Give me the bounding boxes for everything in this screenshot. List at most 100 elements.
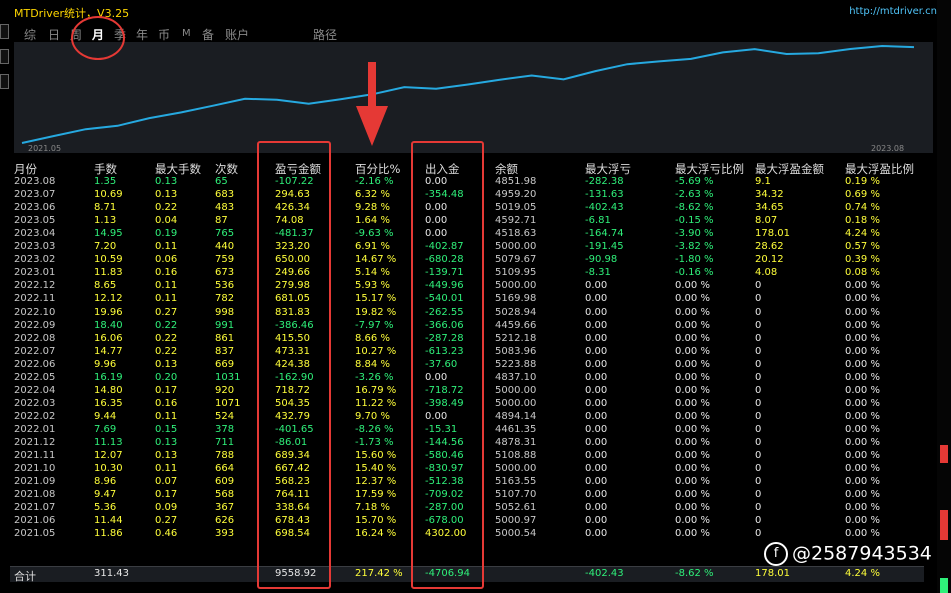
cell-lots: 11.86 — [94, 528, 123, 540]
cell-lots: 9.96 — [94, 358, 117, 370]
header-percent[interactable]: 百分比% — [355, 162, 401, 176]
cell-max-float-loss: 0.00 — [585, 502, 608, 514]
total-row — [10, 566, 924, 582]
tab-currency[interactable]: 币 — [158, 28, 171, 42]
tab-summary[interactable]: 综 — [24, 28, 37, 42]
cell-month: 2021.09 — [14, 476, 56, 488]
price-scale-strip[interactable] — [937, 0, 951, 593]
website-link[interactable]: http://mtdriver.cn — [849, 6, 937, 17]
cell-max-float-loss: 0.00 — [585, 345, 608, 357]
cell-count: 759 — [215, 254, 235, 266]
cell-max-float-profit-pct: 0.08 % — [845, 267, 880, 279]
cell-balance: 5223.88 — [495, 358, 537, 370]
cell-max-lots: 0.17 — [155, 489, 178, 501]
cell-max-float-loss-pct: 0.00 % — [675, 397, 710, 409]
cell-max-lots: 0.13 — [155, 437, 178, 448]
cell-count: 536 — [215, 280, 235, 292]
tab-account[interactable]: 账户 — [225, 28, 250, 42]
cell-max-float-loss: -90.98 — [585, 254, 618, 266]
cell-balance: 4837.10 — [495, 371, 537, 383]
cell-max-float-profit: 0 — [755, 410, 762, 422]
header-max-float-loss-pct[interactable]: 最大浮亏比例 — [675, 162, 744, 176]
header-balance[interactable]: 余额 — [495, 162, 518, 176]
cell-inout: -287.00 — [425, 502, 464, 514]
tab-year[interactable]: 年 — [136, 28, 149, 42]
cell-profit: 504.35 — [275, 397, 310, 409]
tab-magic[interactable]: M — [182, 28, 191, 39]
cell-max-lots: 0.11 — [155, 410, 178, 422]
cell-max-float-loss: -282.38 — [585, 176, 624, 187]
cell-inout: -678.00 — [425, 515, 464, 527]
cell-max-float-loss-pct: -0.15 % — [675, 215, 714, 227]
header-count[interactable]: 次数 — [215, 162, 238, 176]
cell-max-float-loss-pct: 0.00 % — [675, 319, 710, 331]
cell-max-float-profit: 0 — [755, 450, 762, 462]
cell-profit: 432.79 — [275, 410, 310, 422]
cell-profit: 568.23 — [275, 476, 310, 488]
cell-balance: 5028.94 — [495, 306, 537, 318]
cell-inout: -402.87 — [425, 241, 464, 253]
cell-inout: 0.00 — [425, 228, 448, 240]
cell-percent: 17.59 % — [355, 489, 397, 501]
cell-max-float-profit: 0 — [755, 437, 762, 448]
tab-quarter[interactable]: 季 — [114, 28, 127, 42]
cell-inout: -15.31 — [425, 423, 458, 435]
cell-inout: -139.71 — [425, 267, 464, 279]
watermark: f @2587943534 — [764, 542, 932, 566]
cell-max-float-profit: 0 — [755, 358, 762, 370]
cell-lots: 12.07 — [94, 450, 123, 462]
cell-percent: 15.60 % — [355, 450, 397, 462]
equity-line — [21, 44, 915, 144]
cell-count: 861 — [215, 332, 235, 344]
cell-count: 367 — [215, 502, 235, 514]
cell-max-float-profit: 0 — [755, 306, 762, 318]
tab-note[interactable]: 备 — [202, 28, 215, 42]
cell-profit: 424.38 — [275, 358, 310, 370]
cell-count: 568 — [215, 489, 235, 501]
header-max-float-loss[interactable]: 最大浮亏 — [585, 162, 631, 176]
cell-max-float-loss-pct: 0.00 % — [675, 280, 710, 292]
header-max-lots[interactable]: 最大手数 — [155, 162, 201, 176]
cell-balance: 4851.98 — [495, 176, 537, 187]
equity-chart-svg — [21, 44, 915, 144]
cell-month: 2022.01 — [14, 423, 56, 435]
cell-max-float-profit-pct: 0.39 % — [845, 254, 880, 266]
cell-max-lots: 0.20 — [155, 371, 178, 383]
cell-max-float-profit-pct: 0.00 % — [845, 371, 880, 383]
header-inout[interactable]: 出入金 — [425, 162, 460, 176]
cell-max-float-profit: 4.08 — [755, 267, 778, 279]
cell-percent: 19.82 % — [355, 306, 397, 318]
cell-max-float-loss: -8.31 — [585, 267, 611, 279]
tab-path[interactable]: 路径 — [313, 28, 338, 42]
cell-count: 626 — [215, 515, 235, 527]
cell-max-lots: 0.11 — [155, 241, 178, 253]
cell-max-float-profit-pct: 0.00 % — [845, 397, 880, 409]
side-button-1[interactable] — [0, 24, 9, 39]
cell-percent: 15.17 % — [355, 293, 397, 305]
header-max-float-profit-pct[interactable]: 最大浮盈比例 — [845, 162, 914, 176]
cell-inout: -580.46 — [425, 450, 464, 462]
header-lots[interactable]: 手数 — [94, 162, 117, 176]
side-button-3[interactable] — [0, 74, 9, 89]
cell-balance: 4518.63 — [495, 228, 537, 240]
cell-max-lots: 0.09 — [155, 502, 178, 514]
cell-balance: 5000.54 — [495, 528, 537, 540]
header-max-float-profit[interactable]: 最大浮盈金额 — [755, 162, 824, 176]
side-button-2[interactable] — [0, 49, 9, 64]
header-profit[interactable]: 盈亏金额 — [275, 162, 321, 176]
cell-lots: 14.77 — [94, 345, 123, 357]
cell-percent: 16.24 % — [355, 528, 397, 540]
tab-day[interactable]: 日 — [48, 28, 61, 42]
tab-week[interactable]: 周 — [70, 28, 83, 42]
cell-max-float-loss: 0.00 — [585, 332, 608, 344]
cell-percent: -3.26 % — [355, 371, 394, 383]
cell-percent: 6.91 % — [355, 241, 390, 253]
cell-max-float-loss-pct: 0.00 % — [675, 450, 710, 462]
tab-month[interactable]: 月 — [92, 28, 105, 42]
title-bar: MTDriver统计，V3.25 http://mtdriver.cn — [0, 0, 951, 22]
cell-month: 2022.02 — [14, 410, 56, 422]
cell-balance: 4459.66 — [495, 319, 537, 331]
header-month[interactable]: 月份 — [14, 162, 37, 176]
cell-max-float-loss-pct: 0.00 % — [675, 515, 710, 527]
cell-max-float-loss-pct: 0.00 % — [675, 502, 710, 514]
